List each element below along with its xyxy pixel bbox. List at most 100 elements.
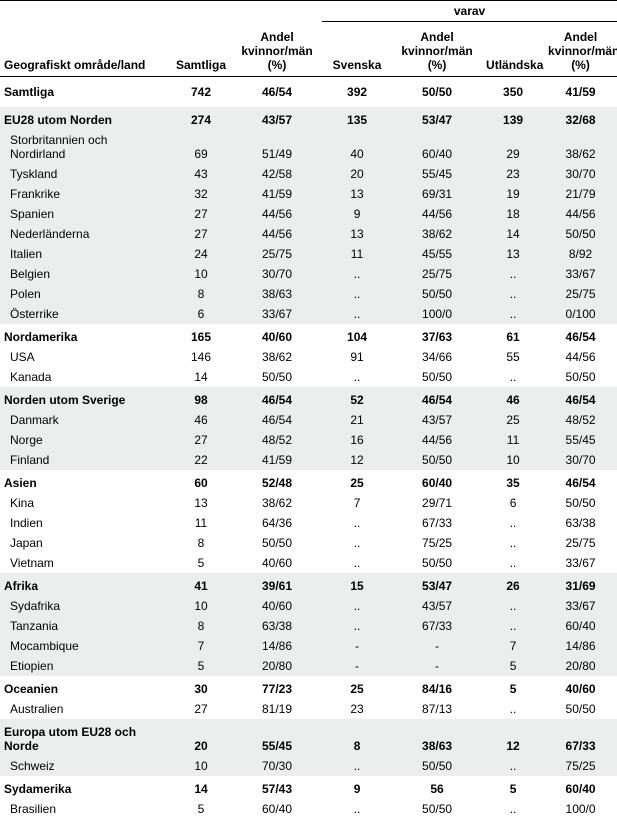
cell-andel3: 14/86	[544, 636, 617, 656]
col-geo: Geografiskt område/land	[0, 22, 170, 77]
cell-andel1: 77/23	[232, 676, 322, 699]
region-row: Europa utom EU28 och Norde2055/45838/631…	[0, 719, 617, 756]
cell-samtliga: 13	[170, 493, 232, 513]
cell-svenska: ..	[322, 264, 392, 284]
cell-andel2: 38/63	[392, 719, 482, 756]
country-row: Etiopien520/80--520/80	[0, 656, 617, 676]
cell-andel2: 50/50	[392, 756, 482, 776]
region-row: Sydamerika1457/43956560/40	[0, 776, 617, 799]
cell-samtliga: 27	[170, 430, 232, 450]
cell-samtliga: 43	[170, 164, 232, 184]
country-row: Norge2748/521644/561155/45	[0, 430, 617, 450]
cell-samtliga: 24	[170, 244, 232, 264]
cell-andel1: 39/61	[232, 573, 322, 596]
cell-svenska: 11	[322, 244, 392, 264]
cell-andel1: 60/40	[232, 799, 322, 819]
cell-andel2: 34/66	[392, 347, 482, 367]
cell-andel2: 87/13	[392, 699, 482, 719]
total-andel2: 50/50	[392, 77, 482, 108]
cell-andel2: 60/40	[392, 470, 482, 493]
cell-andel3: 46/54	[544, 470, 617, 493]
cell-andel3: 46/54	[544, 387, 617, 410]
cell-label: Österrike	[0, 304, 170, 324]
cell-utl: 19	[482, 184, 544, 204]
cell-svenska: 20	[322, 164, 392, 184]
cell-andel2: -	[392, 656, 482, 676]
cell-label: Kina	[0, 493, 170, 513]
cell-label: Australien	[0, 699, 170, 719]
col-utlandska: Utländska	[482, 22, 544, 77]
country-row: Polen838/63..50/50..25/75	[0, 284, 617, 304]
cell-andel1: 41/59	[232, 450, 322, 470]
cell-andel2: 37/63	[392, 324, 482, 347]
cell-label: Tyskland	[0, 164, 170, 184]
cell-svenska: 9	[322, 204, 392, 224]
country-row: Storbritannien och Nordirland6951/494060…	[0, 130, 617, 164]
cell-svenska: ..	[322, 616, 392, 636]
total-utl: 350	[482, 77, 544, 108]
cell-label: Vietnam	[0, 553, 170, 573]
cell-label: Tanzania	[0, 616, 170, 636]
total-svenska: 392	[322, 77, 392, 108]
cell-utl: 26	[482, 573, 544, 596]
col-andel3: Andel kvinnor/män (%)	[544, 22, 617, 77]
cell-andel1: 42/58	[232, 164, 322, 184]
cell-svenska: 52	[322, 387, 392, 410]
table-body: Samtliga 742 46/54 392 50/50 350 41/59 E…	[0, 77, 617, 820]
col-andel1: Andel kvinnor/män (%)	[232, 22, 322, 77]
cell-label: Indien	[0, 513, 170, 533]
cell-andel2: 50/50	[392, 553, 482, 573]
cell-andel2: 56	[392, 776, 482, 799]
cell-andel3: 50/50	[544, 367, 617, 387]
cell-andel2: 43/57	[392, 410, 482, 430]
cell-svenska: ..	[322, 799, 392, 819]
cell-andel3: 50/50	[544, 699, 617, 719]
cell-utl: ..	[482, 699, 544, 719]
cell-andel3: 0/100	[544, 304, 617, 324]
cell-utl: 35	[482, 470, 544, 493]
cell-andel3: 48/52	[544, 410, 617, 430]
cell-svenska: -	[322, 636, 392, 656]
cell-utl: 5	[482, 776, 544, 799]
country-row: Vietnam540/60..50/50..33/67	[0, 553, 617, 573]
varav-spacer	[0, 1, 322, 22]
cell-samtliga: 7	[170, 636, 232, 656]
cell-svenska: 91	[322, 347, 392, 367]
cell-svenska: ..	[322, 367, 392, 387]
region-row: Afrika4139/611553/472631/69	[0, 573, 617, 596]
cell-andel2: 50/50	[392, 450, 482, 470]
cell-andel1: 70/30	[232, 756, 322, 776]
cell-samtliga: 60	[170, 470, 232, 493]
cell-andel1: 38/63	[232, 284, 322, 304]
cell-andel1: 40/60	[232, 553, 322, 573]
cell-samtliga: 14	[170, 776, 232, 799]
cell-andel2: 53/47	[392, 107, 482, 130]
column-header-row: Geografiskt område/land Samtliga Andel k…	[0, 22, 617, 77]
cell-andel1: 38/62	[232, 493, 322, 513]
cell-utl: 12	[482, 719, 544, 756]
cell-label: EU28 utom Norden	[0, 107, 170, 130]
cell-samtliga: 46	[170, 410, 232, 430]
country-row: Sydafrika1040/60..43/57..33/67	[0, 596, 617, 616]
cell-samtliga: 5	[170, 799, 232, 819]
cell-samtliga: 8	[170, 616, 232, 636]
cell-label: Finland	[0, 450, 170, 470]
cell-andel1: 64/36	[232, 513, 322, 533]
country-row: Japan850/50..75/25..25/75	[0, 533, 617, 553]
col-svenska: Svenska	[322, 22, 392, 77]
varav-header-row: varav	[0, 1, 617, 22]
cell-samtliga: 98	[170, 387, 232, 410]
cell-svenska: 23	[322, 699, 392, 719]
cell-andel3: 100/0	[544, 799, 617, 819]
cell-andel3: 25/75	[544, 284, 617, 304]
country-row: Schweiz1070/30..50/50..75/25	[0, 756, 617, 776]
cell-samtliga: 146	[170, 347, 232, 367]
cell-andel2: 100/0	[392, 304, 482, 324]
table-header: varav Geografiskt område/land Samtliga A…	[0, 1, 617, 77]
region-row: Norden utom Sverige9846/545246/544646/54	[0, 387, 617, 410]
cell-label: Nederländerna	[0, 224, 170, 244]
cell-utl: 25	[482, 410, 544, 430]
cell-samtliga: 10	[170, 596, 232, 616]
cell-samtliga: 8	[170, 284, 232, 304]
cell-andel2: 53/47	[392, 573, 482, 596]
